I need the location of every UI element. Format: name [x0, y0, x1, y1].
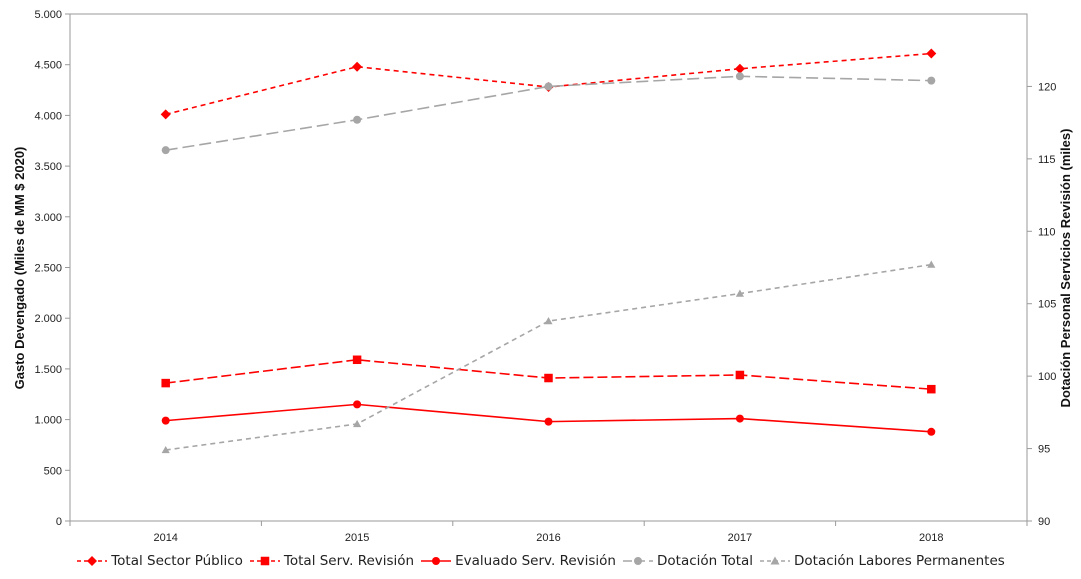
- right-axis-ticks: 90 95 100 105 110 115 120: [1027, 81, 1056, 528]
- data-point: [734, 63, 745, 74]
- legend-item: Total Sector Público: [76, 553, 243, 569]
- data-point: [352, 61, 363, 72]
- right-tick-label: 120: [1038, 81, 1056, 93]
- left-tick-label: 4.000: [34, 110, 62, 122]
- data-point: [926, 48, 937, 59]
- legend-marker: [260, 556, 270, 566]
- legend-label: Dotación Labores Permanentes: [794, 553, 1005, 569]
- series-line: [165, 75, 932, 151]
- line-chart: 2014 2015 2016 2017 2018 0 500 1.000 1.500 2.000…: [12, 9, 1073, 544]
- left-tick-label: 3.500: [34, 161, 62, 173]
- data-point: [353, 400, 362, 409]
- data-point: [544, 82, 553, 91]
- legend-swatch: [421, 557, 452, 565]
- right-tick-label: 105: [1038, 299, 1056, 311]
- left-tick-label: 4.500: [34, 60, 62, 72]
- legend-label: Dotación Total: [657, 553, 754, 569]
- legend-item: Evaluado Serv. Revisión: [420, 553, 616, 569]
- right-tick-label: 90: [1038, 516, 1050, 528]
- data-point: [352, 355, 362, 365]
- series-total-serv-revision: [161, 355, 936, 394]
- legend-marker: [432, 557, 441, 565]
- left-tick-label: 1.500: [34, 364, 62, 376]
- left-tick-label: 1.000: [34, 415, 62, 427]
- data-point: [161, 416, 170, 425]
- right-tick-label: 100: [1038, 371, 1056, 383]
- x-tick-label: 2017: [728, 532, 752, 544]
- legend-swatch: [623, 557, 653, 565]
- legend-label: Evaluado Serv. Revisión: [455, 553, 616, 569]
- data-point: [161, 445, 170, 454]
- data-point: [735, 72, 744, 81]
- legend-swatch: [249, 556, 280, 566]
- left-tick-label: 2.500: [34, 263, 62, 275]
- legend: Total Sector Público Total Serv. Revisión…: [0, 553, 1081, 569]
- x-tick-label: 2014: [153, 532, 177, 544]
- left-axis-title: Gasto Devengado (Miles de MM $ 2020): [12, 147, 27, 390]
- data-point: [161, 378, 170, 388]
- right-tick-label: 110: [1038, 226, 1056, 238]
- series-line: [165, 263, 932, 451]
- left-tick-label: 2.000: [34, 313, 62, 325]
- data-point: [353, 419, 362, 428]
- data-point: [544, 417, 553, 426]
- legend-swatch: [760, 556, 791, 565]
- data-point: [544, 373, 553, 383]
- x-axis-ticks: 2014 2015 2016 2017 2018: [69, 521, 1028, 544]
- right-tick-label: 95: [1038, 444, 1050, 456]
- x-tick-label: 2015: [345, 532, 369, 544]
- left-tick-label: 3.000: [34, 212, 62, 224]
- right-axis-title: Dotación Personal Servicios Revisión (mi…: [1058, 129, 1073, 408]
- data-point: [353, 115, 362, 124]
- x-tick-label: 2016: [536, 532, 560, 544]
- legend-item: Total Serv. Revisión: [249, 553, 414, 569]
- right-tick-label: 115: [1038, 154, 1056, 166]
- data-point: [927, 260, 936, 268]
- data-point: [927, 76, 936, 85]
- data-point: [927, 384, 936, 394]
- legend-label: Total Serv. Revisión: [283, 553, 415, 569]
- left-tick-label: 5.000: [34, 9, 62, 21]
- data-point: [160, 109, 171, 120]
- legend-label: Total Sector Público: [111, 553, 243, 569]
- series-dotacion-total: [161, 72, 936, 155]
- data-point: [735, 370, 745, 380]
- left-axis-ticks: 0 500 1.000 1.500 2.000 2.500 3.000 3.500 4.000 4…: [34, 9, 70, 528]
- series-layer: [160, 48, 937, 454]
- legend-marker: [87, 556, 98, 566]
- data-point: [544, 317, 553, 325]
- legend-marker: [770, 556, 780, 565]
- legend-item: Dotación Labores Permanentes: [759, 553, 1005, 569]
- data-point: [735, 289, 744, 297]
- left-tick-label: 0: [56, 516, 62, 528]
- data-point: [161, 146, 170, 155]
- x-tick-label: 2018: [919, 532, 943, 544]
- legend-marker: [634, 557, 642, 565]
- series-dotacion-labores-permanentes: [161, 260, 936, 454]
- series-evaluado-serv-revision: [161, 400, 936, 436]
- data-point: [927, 427, 936, 436]
- legend-swatch: [77, 556, 108, 566]
- left-tick-label: 500: [44, 465, 62, 477]
- legend-item: Dotación Total: [622, 553, 753, 569]
- data-point: [735, 414, 744, 423]
